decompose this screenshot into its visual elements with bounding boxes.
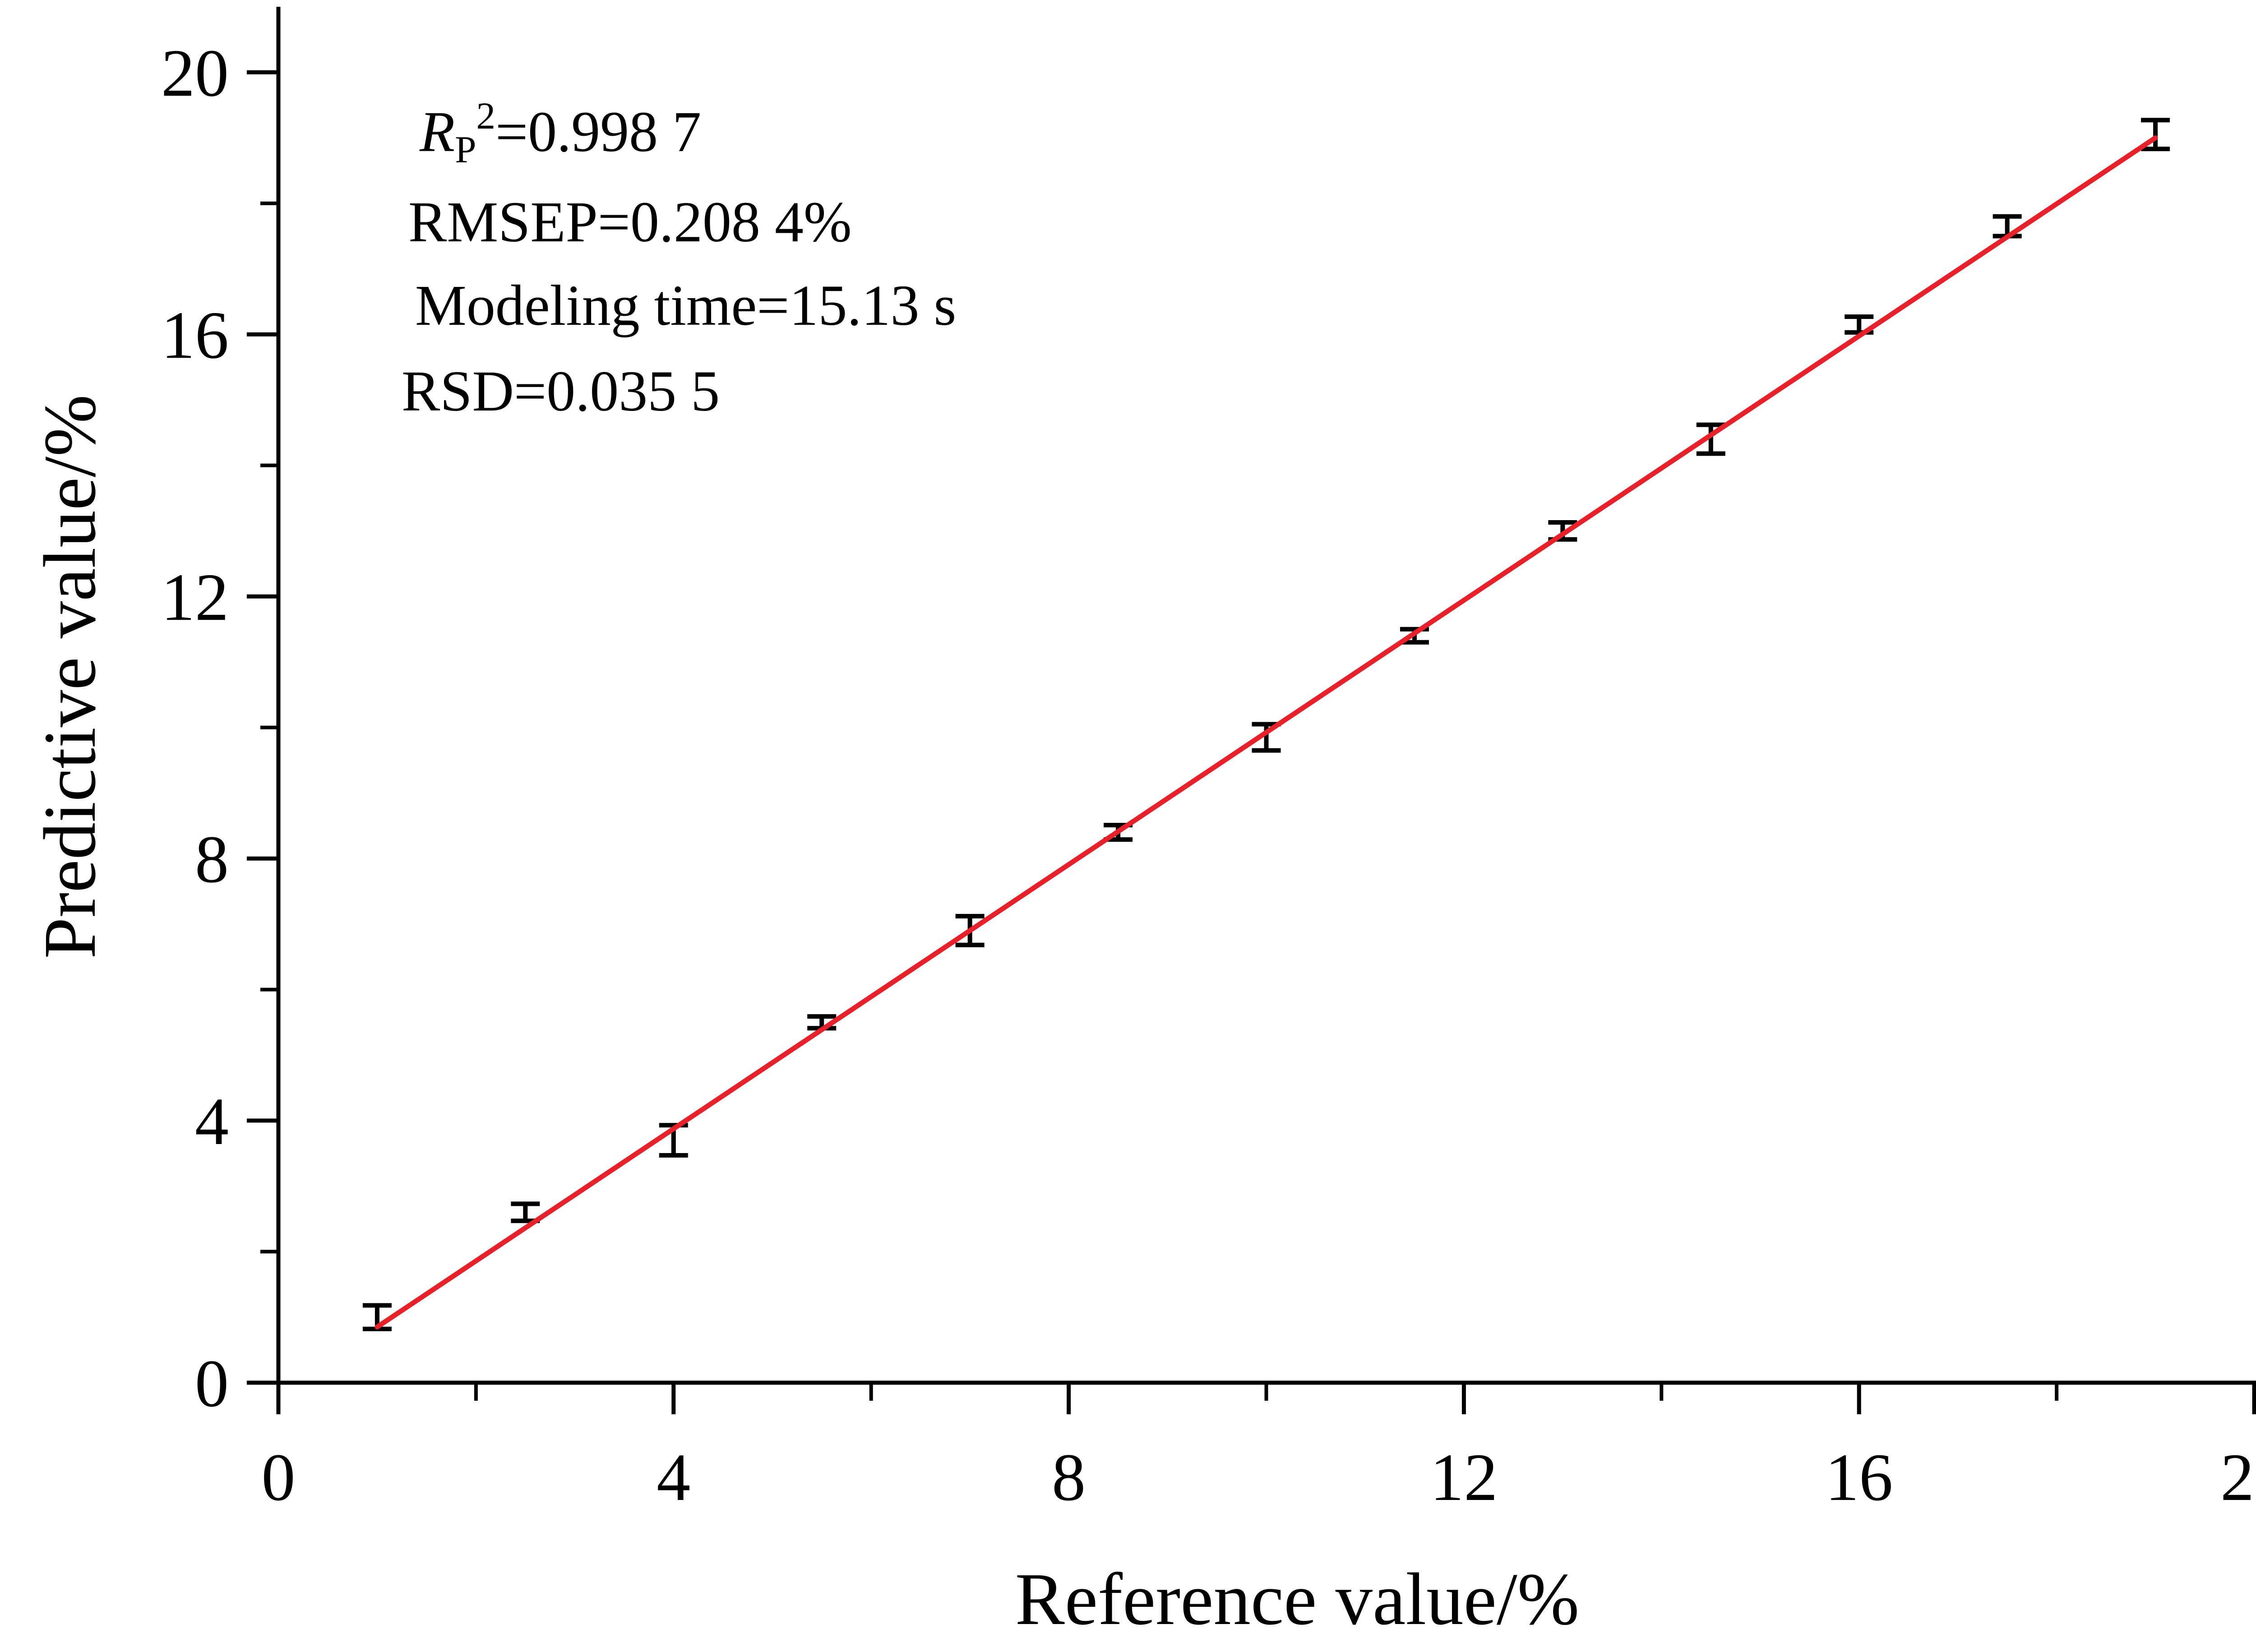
y-tick-label: 16	[161, 298, 229, 373]
rmsep-annotation: RMSEP=0.208 4%	[408, 190, 852, 254]
data-point	[1696, 422, 1725, 456]
x-tick-label: 20	[2220, 1440, 2256, 1515]
rp2-superscript: 2	[476, 95, 495, 137]
x-tick-label: 8	[1052, 1440, 1086, 1515]
data-point	[1992, 214, 2022, 239]
tick-labels: 0 4 8 12 16 20 0 4 8 12 16 20	[161, 36, 2256, 1515]
rp2-symbol: R	[419, 100, 455, 164]
y-tick-label: 12	[161, 560, 229, 635]
y-tick-label: 4	[195, 1084, 229, 1159]
tick-marks	[247, 70, 2256, 1414]
rp2-value: =0.998 7	[495, 100, 701, 164]
x-tick-label: 0	[262, 1440, 296, 1515]
x-axis-label: Reference value/%	[1015, 1558, 1579, 1640]
fit-line-group	[374, 135, 2158, 1330]
rp2-subscript: P	[455, 129, 476, 171]
x-tick-label: 16	[1825, 1440, 1893, 1515]
y-axis-label: Predictive value/%	[28, 395, 111, 959]
y-tick-label: 20	[161, 36, 229, 111]
x-tick-label: 12	[1430, 1440, 1498, 1515]
rsd-annotation: RSD=0.035 5	[402, 359, 720, 423]
axes	[276, 7, 2256, 1385]
fit-line	[374, 135, 2158, 1330]
y-tick-label: 0	[195, 1346, 229, 1421]
annotation-block: RP2=0.998 7 RMSEP=0.208 4% Modeling time…	[402, 95, 956, 423]
rp2-annotation: RP2=0.998 7	[419, 95, 701, 171]
modeling-time-annotation: Modeling time=15.13 s	[415, 273, 956, 337]
y-tick-label: 8	[195, 822, 229, 897]
data-point	[2141, 118, 2170, 152]
x-tick-label: 4	[656, 1440, 690, 1515]
